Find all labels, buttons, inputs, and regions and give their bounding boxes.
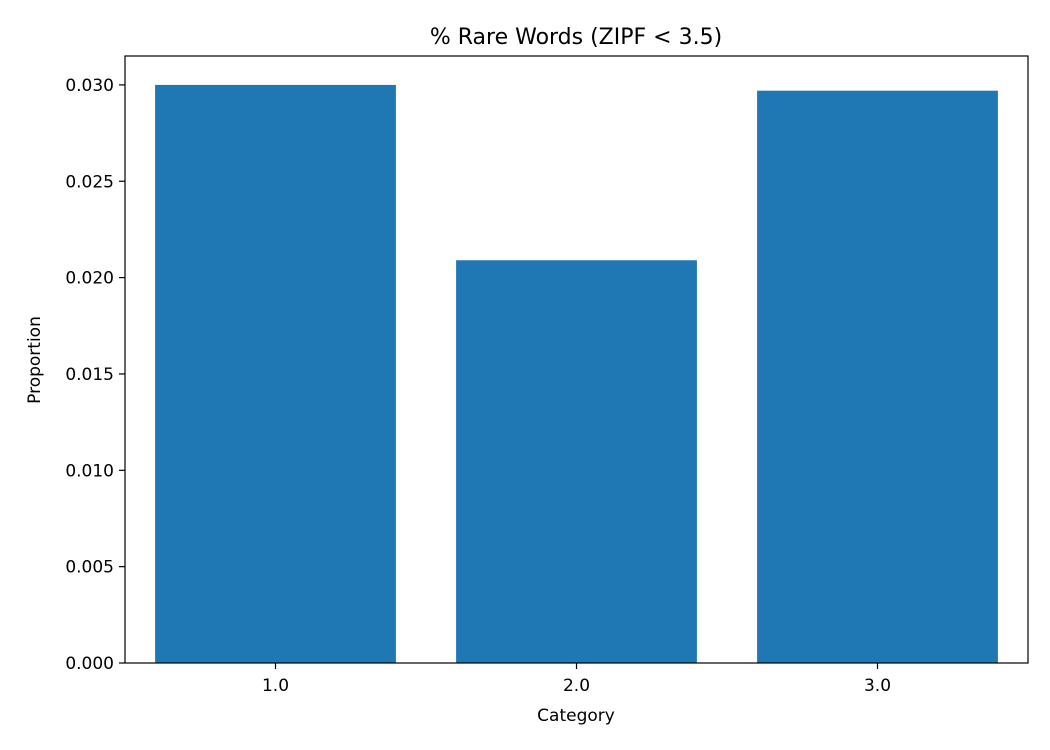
y-tick-label: 0.030 (65, 76, 114, 96)
plot-frame (124, 55, 1029, 664)
chart-title: % Rare Words (ZIPF < 3.5) (430, 25, 722, 50)
y-tick-label: 0.010 (65, 461, 114, 481)
y-tick-label: 0.025 (65, 172, 114, 192)
x-tick-label: 2.0 (563, 676, 590, 696)
y-tick-label: 0.000 (65, 654, 114, 674)
y-tick-label: 0.020 (65, 269, 114, 289)
x-axis-label: Category (537, 706, 615, 726)
y-axis-label: Proportion (25, 316, 45, 404)
x-tick-label: 1.0 (262, 676, 289, 696)
y-tick-label: 0.005 (65, 558, 114, 578)
bar-1.0 (155, 84, 396, 663)
bar-2.0 (456, 260, 697, 663)
x-tick-label: 3.0 (864, 676, 891, 696)
bar-3.0 (757, 90, 998, 663)
y-axis-ticks: 0.000 0.005 0.010 0.015 0.020 0.025 0.030 (65, 76, 125, 674)
y-tick-label: 0.015 (65, 365, 114, 385)
x-axis-ticks: 1.0 2.0 3.0 (262, 663, 891, 696)
bars-group (155, 84, 998, 663)
